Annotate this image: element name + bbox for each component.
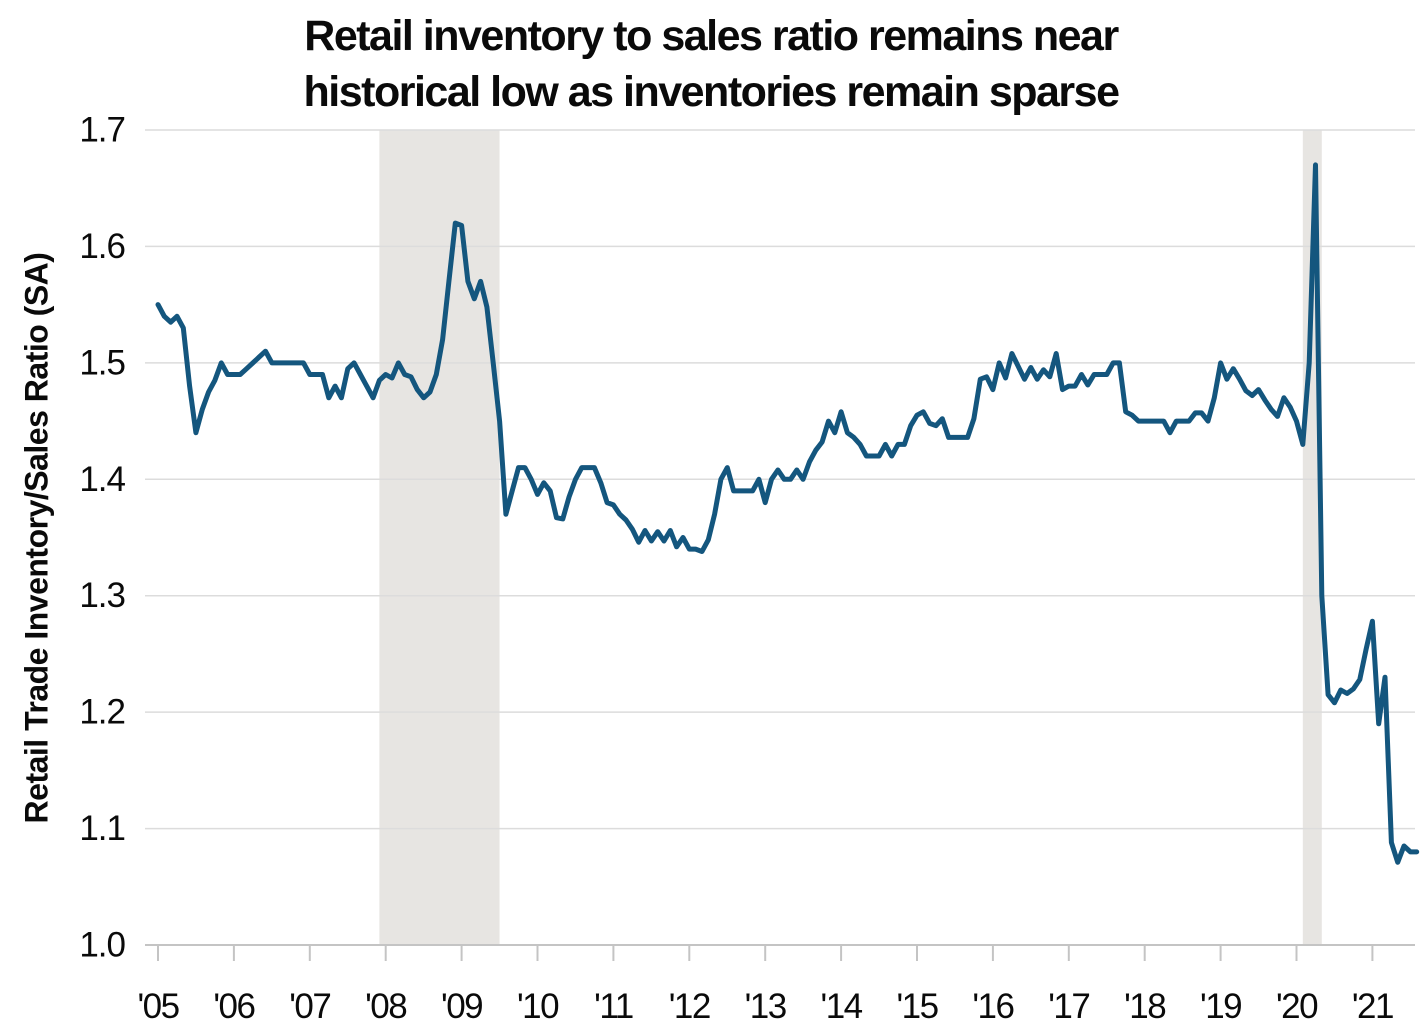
x-tick-label: '11: [594, 987, 633, 1026]
x-tick-label: '19: [1200, 987, 1241, 1026]
y-tick-label: 1.6: [79, 227, 125, 266]
x-tick-label: '08: [365, 987, 406, 1026]
x-tick-label: '15: [896, 987, 937, 1026]
y-tick-label: 1.7: [79, 111, 125, 150]
x-tick-label: '13: [745, 987, 786, 1026]
x-tick-label: '12: [669, 987, 710, 1026]
x-tick-label: '21: [1352, 987, 1393, 1026]
y-tick-label: 1.1: [79, 809, 125, 848]
chart-title-line2: historical low as inventories remain spa…: [303, 68, 1120, 116]
x-tick-label: '10: [517, 987, 559, 1026]
y-tick-label: 1.3: [79, 576, 125, 615]
x-tick-label: '07: [289, 987, 330, 1026]
x-tick-label: '18: [1124, 987, 1165, 1026]
y-tick-label: 1.2: [79, 693, 125, 732]
x-tick-label: '05: [137, 987, 178, 1026]
data-line: [155, 162, 1420, 865]
x-tick-label: '06: [213, 987, 254, 1026]
recession-band: [379, 130, 500, 945]
x-tick-label: '17: [1048, 987, 1089, 1026]
y-tick-label: 1.0: [79, 926, 125, 965]
x-tick-label: '16: [972, 987, 1013, 1026]
x-tick-label: '20: [1276, 987, 1318, 1026]
x-tick-label: '09: [441, 987, 482, 1026]
chart-title: Retail inventory to sales ratio remains …: [0, 8, 1422, 120]
chart-title-line1: Retail inventory to sales ratio remains …: [304, 12, 1119, 60]
y-tick-label: 1.5: [79, 343, 125, 382]
y-tick-label: 1.4: [79, 460, 125, 499]
x-tick-label: '14: [821, 987, 863, 1026]
